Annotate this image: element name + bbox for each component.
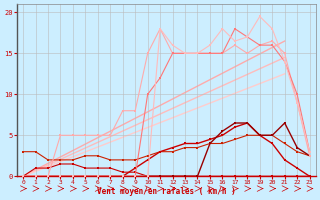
X-axis label: Vent moyen/en rafales ( km/h ): Vent moyen/en rafales ( km/h ) xyxy=(97,187,236,196)
